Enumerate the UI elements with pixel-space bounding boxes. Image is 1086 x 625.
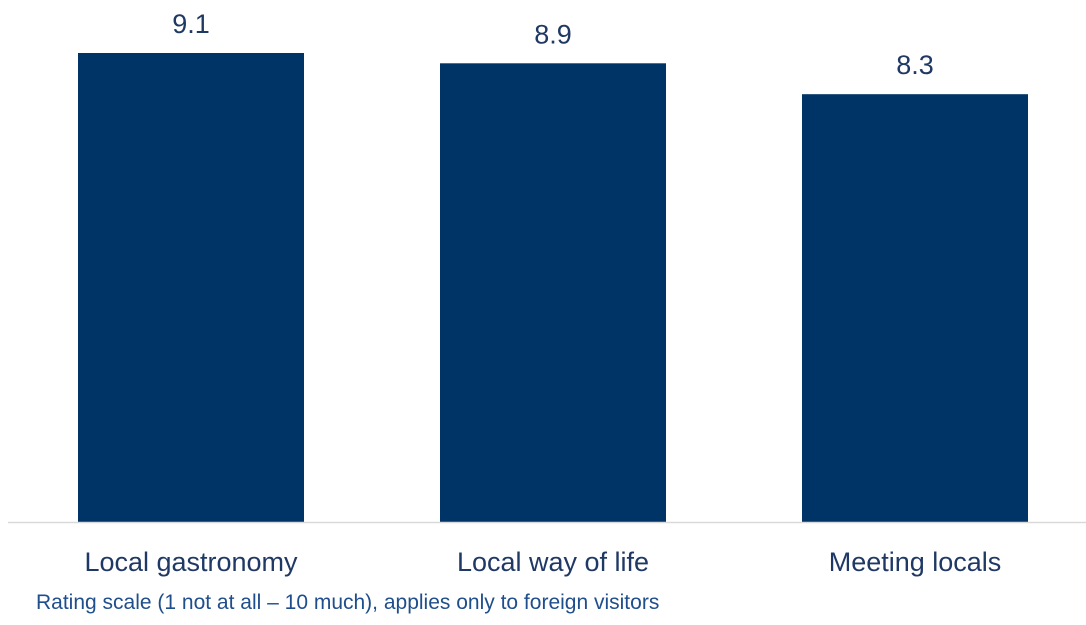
category-label-3: Meeting locals	[829, 547, 1002, 577]
bar-3	[802, 94, 1028, 522]
data-label-1: 9.1	[172, 9, 210, 39]
category-label-2: Local way of life	[457, 547, 649, 577]
rating-scale-note: Rating scale (1 not at all – 10 much), a…	[36, 591, 660, 614]
bars-layer	[78, 53, 1028, 523]
data-label-2: 8.9	[534, 19, 572, 49]
labels-layer: 9.1 Local gastronomy 8.9 Local way of life 8…	[84, 9, 1001, 577]
data-label-3: 8.3	[896, 50, 934, 80]
category-label-1: Local gastronomy	[84, 547, 298, 577]
bar-1	[78, 53, 304, 522]
bar-2	[440, 63, 666, 523]
